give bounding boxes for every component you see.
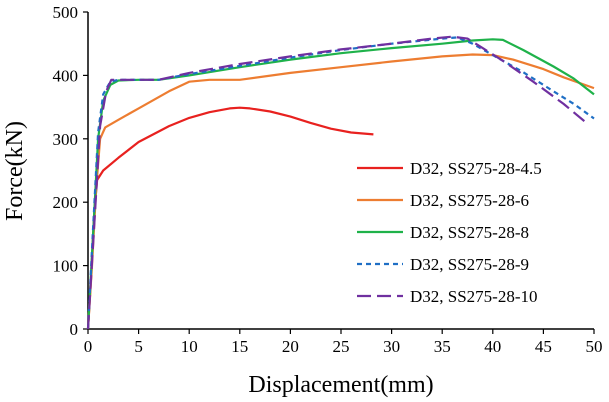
series-lines — [86, 35, 595, 330]
y-ticks: 0 100 200 300 400 500 — [53, 3, 88, 339]
y-tick-label: 500 — [53, 3, 79, 22]
series-line-3 — [86, 38, 595, 330]
x-tick-label: 10 — [181, 337, 198, 356]
x-tick-label: 30 — [383, 337, 400, 356]
x-axis-title: Displacement(mm) — [248, 372, 433, 398]
x-tick-label: 45 — [535, 337, 552, 356]
x-tick-label: 15 — [231, 337, 248, 356]
legend-label-3: D32, SS275-28-8 — [410, 223, 529, 242]
series-line-5 — [86, 35, 590, 330]
y-tick-label: 0 — [70, 320, 79, 339]
legend-label-1: D32, SS275-28-4.5 — [410, 159, 542, 178]
x-tick-label: 50 — [586, 337, 603, 356]
legend-label-4: D32, SS275-28-9 — [410, 255, 529, 274]
x-tick-label: 35 — [434, 337, 451, 356]
y-tick-label: 100 — [53, 257, 79, 276]
series-line-4 — [86, 36, 595, 330]
y-tick-label: 400 — [53, 66, 79, 85]
x-tick-label: 20 — [282, 337, 299, 356]
legend-label-2: D32, SS275-28-6 — [410, 191, 529, 210]
y-axis-title: Force(kN) — [2, 121, 28, 221]
y-tick-label: 300 — [53, 130, 79, 149]
x-tick-label: 25 — [333, 337, 350, 356]
x-tick-label: 40 — [484, 337, 501, 356]
x-tick-label: 5 — [134, 337, 143, 356]
y-tick-label: 200 — [53, 193, 79, 212]
x-tick-label: 0 — [84, 337, 93, 356]
x-ticks: 0 5 10 15 20 25 30 35 40 45 50 — [84, 329, 603, 356]
series-line-2 — [86, 53, 595, 330]
legend-label-5: D32, SS275-28-10 — [410, 287, 538, 306]
series-line-1 — [86, 106, 374, 330]
legend: D32, SS275-28-4.5 D32, SS275-28-6 D32, SS2… — [357, 159, 542, 306]
